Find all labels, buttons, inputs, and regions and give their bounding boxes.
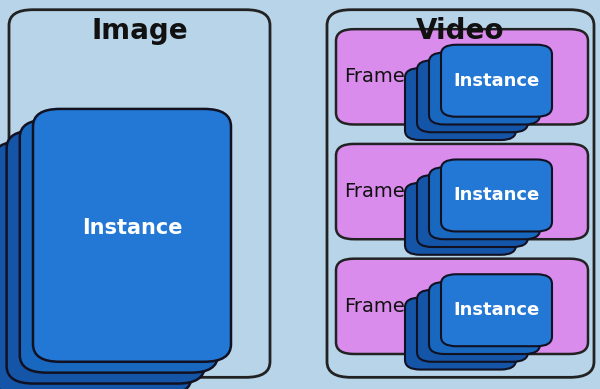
FancyBboxPatch shape — [405, 68, 516, 140]
Text: Instance: Instance — [454, 72, 539, 90]
FancyBboxPatch shape — [20, 120, 218, 373]
FancyBboxPatch shape — [336, 29, 588, 124]
FancyBboxPatch shape — [405, 183, 516, 255]
Text: Instance: Instance — [82, 217, 182, 238]
Text: Frame: Frame — [344, 67, 406, 86]
FancyBboxPatch shape — [33, 109, 231, 362]
FancyBboxPatch shape — [441, 45, 552, 117]
FancyBboxPatch shape — [417, 175, 528, 247]
FancyBboxPatch shape — [7, 131, 205, 384]
FancyBboxPatch shape — [441, 274, 552, 346]
Text: Frame: Frame — [344, 182, 406, 201]
Text: Frame: Frame — [344, 297, 406, 316]
FancyBboxPatch shape — [327, 10, 594, 377]
FancyBboxPatch shape — [405, 298, 516, 370]
FancyBboxPatch shape — [336, 259, 588, 354]
FancyBboxPatch shape — [441, 159, 552, 231]
FancyBboxPatch shape — [0, 142, 191, 389]
FancyBboxPatch shape — [9, 10, 270, 377]
FancyBboxPatch shape — [429, 53, 540, 124]
FancyBboxPatch shape — [417, 60, 528, 132]
FancyBboxPatch shape — [336, 144, 588, 239]
Text: Image: Image — [91, 17, 188, 45]
Text: Instance: Instance — [454, 301, 539, 319]
Text: Instance: Instance — [454, 186, 539, 205]
Text: Video: Video — [416, 17, 505, 45]
FancyBboxPatch shape — [417, 290, 528, 362]
FancyBboxPatch shape — [429, 167, 540, 239]
FancyBboxPatch shape — [429, 282, 540, 354]
